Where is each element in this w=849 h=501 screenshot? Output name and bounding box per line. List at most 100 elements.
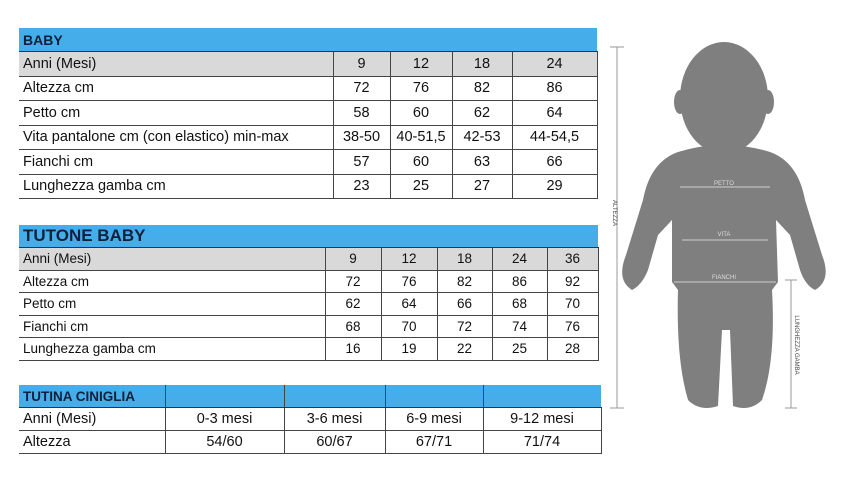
header-cell: 0-3 mesi	[164, 407, 284, 431]
table-header-row: Anni (Mesi) 0-3 mesi 3-6 mesi 6-9 mesi 9…	[19, 407, 602, 431]
row-label: Altezza cm	[19, 270, 325, 293]
cell: 72	[436, 315, 492, 338]
cell: 71/74	[482, 430, 602, 454]
cell: 74	[491, 315, 547, 338]
row-label: Altezza cm	[19, 76, 333, 101]
cell: 42-53	[451, 125, 512, 150]
baby-measurement-figure: PETTO VITA FIANCHI ALTEZZA LUNGHEZZA GAM…	[610, 42, 826, 409]
cell: 19	[380, 337, 437, 361]
cell: 23	[332, 174, 390, 199]
header-cell: 18	[436, 247, 492, 271]
cell: 60	[389, 100, 452, 126]
cell: 82	[451, 76, 512, 101]
table-row: Lunghezza gamba cm 23 25 27 29	[19, 174, 598, 199]
cell: 76	[546, 315, 599, 338]
header-label: Anni (Mesi)	[19, 51, 333, 77]
cell: 25	[491, 337, 547, 361]
table-row: Petto cm 58 60 62 64	[19, 100, 598, 126]
table-title: TUTONE BABY	[19, 225, 599, 248]
cell: 72	[324, 270, 381, 293]
header-cell: 36	[546, 247, 599, 271]
leg-measure-line	[785, 279, 797, 409]
cell: 62	[324, 292, 381, 316]
measurement-lines	[674, 186, 776, 283]
title-cell	[482, 385, 601, 408]
table-header-row: Anni (Mesi) 9 12 18 24	[19, 51, 598, 77]
header-cell: 3-6 mesi	[283, 407, 385, 431]
cell: 28	[546, 337, 599, 361]
table-title: BABY	[19, 28, 598, 52]
waist-label: VITA	[718, 232, 731, 238]
cell: 70	[380, 315, 437, 338]
cell: 44-54,5	[511, 125, 598, 150]
cell: 76	[389, 76, 452, 101]
title-cell	[164, 385, 284, 408]
cell: 66	[511, 149, 598, 175]
row-label: Fianchi cm	[19, 149, 333, 175]
row-label: Petto cm	[19, 100, 333, 126]
cell: 22	[436, 337, 492, 361]
header-cell: 9	[324, 247, 381, 271]
cell: 60	[389, 149, 452, 175]
cell: 64	[511, 100, 598, 126]
hips-label: FIANCHI	[712, 275, 736, 281]
table-row: Fianchi cm 68 70 72 74 76	[19, 315, 599, 338]
tutina-ciniglia-size-table: TUTINA CINIGLIA Anni (Mesi) 0-3 mesi 3-6…	[19, 385, 602, 454]
cell: 29	[511, 174, 598, 199]
cell: 25	[389, 174, 452, 199]
baby-silhouette	[622, 42, 826, 408]
cell: 40-51,5	[389, 125, 452, 150]
row-label: Lunghezza gamba cm	[19, 174, 333, 199]
cell: 27	[451, 174, 512, 199]
table-header-row: Anni (Mesi) 9 12 18 24 36	[19, 247, 599, 271]
row-label: Fianchi cm	[19, 315, 325, 338]
header-cell: 9-12 mesi	[482, 407, 602, 431]
height-label: ALTEZZA	[611, 200, 617, 226]
cell: 82	[436, 270, 492, 293]
header-cell: 12	[380, 247, 437, 271]
table-row: Altezza cm 72 76 82 86 92	[19, 270, 599, 293]
height-measure-line	[610, 46, 624, 409]
cell: 60/67	[283, 430, 385, 454]
title-cell	[384, 385, 483, 408]
table-row: Petto cm 62 64 66 68 70	[19, 292, 599, 316]
row-label: Altezza	[19, 430, 165, 454]
cell: 86	[511, 76, 598, 101]
table-row: Altezza 54/60 60/67 67/71 71/74	[19, 430, 602, 454]
header-cell: 6-9 mesi	[384, 407, 483, 431]
table-row: Altezza cm 72 76 82 86	[19, 76, 598, 101]
cell: 66	[436, 292, 492, 316]
cell: 54/60	[164, 430, 284, 454]
cell: 68	[491, 292, 547, 316]
baby-size-table: BABY Anni (Mesi) 9 12 18 24 Altezza cm 72…	[19, 28, 598, 199]
cell: 76	[380, 270, 437, 293]
row-label: Vita pantalone cm (con elastico) min-max	[19, 125, 333, 150]
header-cell: 9	[332, 51, 390, 77]
header-cell: 24	[491, 247, 547, 271]
cell: 38-50	[332, 125, 390, 150]
cell: 67/71	[384, 430, 483, 454]
header-cell: 24	[511, 51, 598, 77]
header-cell: 18	[451, 51, 512, 77]
table-row: Vita pantalone cm (con elastico) min-max…	[19, 125, 598, 150]
leg-length-label: LUNGHEZZA GAMBA	[793, 315, 799, 374]
title-cell	[283, 385, 385, 408]
cell: 68	[324, 315, 381, 338]
row-label: Petto cm	[19, 292, 325, 316]
header-cell: 12	[389, 51, 452, 77]
cell: 92	[546, 270, 599, 293]
cell: 57	[332, 149, 390, 175]
header-label: Anni (Mesi)	[19, 407, 165, 431]
cell: 58	[332, 100, 390, 126]
table-title: TUTINA CINIGLIA	[19, 385, 165, 408]
cell: 63	[451, 149, 512, 175]
cell: 86	[491, 270, 547, 293]
table-row: Fianchi cm 57 60 63 66	[19, 149, 598, 175]
chest-label: PETTO	[714, 181, 734, 187]
cell: 70	[546, 292, 599, 316]
cell: 64	[380, 292, 437, 316]
tutone-baby-size-table: TUTONE BABY Anni (Mesi) 9 12 18 24 36 Al…	[19, 225, 599, 361]
row-label: Lunghezza gamba cm	[19, 337, 325, 361]
cell: 62	[451, 100, 512, 126]
